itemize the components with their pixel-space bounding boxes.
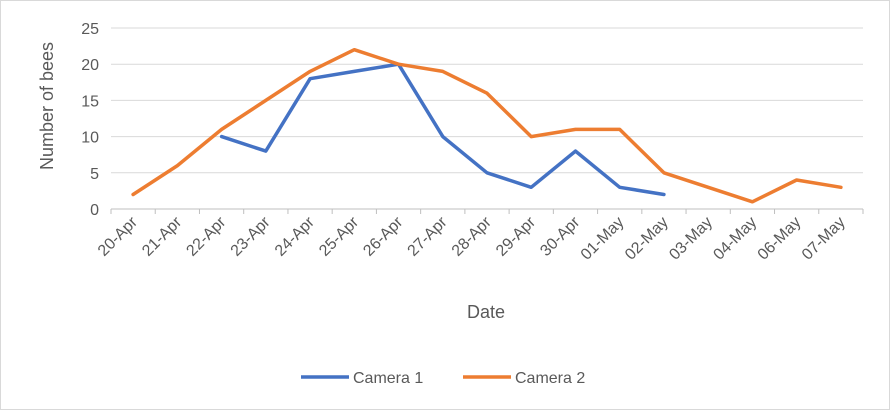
x-tick-label: 20-Apr: [95, 213, 141, 259]
x-tick-label: 04-May: [710, 214, 760, 264]
x-axis-title: Date: [467, 302, 505, 322]
x-tick-label: 29-Apr: [493, 213, 539, 259]
y-tick-label: 15: [81, 93, 99, 110]
series-lines: [131, 47, 843, 204]
y-tick-label: 20: [81, 57, 99, 74]
x-tick-labels: 20-Apr21-Apr22-Apr23-Apr24-Apr25-Apr26-A…: [95, 213, 849, 263]
y-tick-label: 0: [90, 202, 99, 219]
y-tick-label: 10: [81, 130, 99, 147]
y-tick-labels: 0 5 10 15 20 25: [81, 21, 99, 219]
x-axis: [110, 208, 864, 214]
x-tick-label: 25-Apr: [316, 213, 362, 259]
x-tick-label: 01-May: [578, 214, 628, 264]
series-line-2: [131, 47, 843, 204]
legend-label: Camera 2: [515, 370, 585, 387]
series-line-1: [219, 62, 666, 197]
x-tick-label: 22-Apr: [183, 213, 229, 259]
x-tick-label: 24-Apr: [272, 213, 318, 259]
x-tick-label: 23-Apr: [228, 213, 274, 259]
y-tick-label: 25: [81, 21, 99, 38]
x-tick-label: 27-Apr: [405, 213, 451, 259]
gridlines: [111, 27, 863, 174]
x-tick-label: 26-Apr: [360, 213, 406, 259]
y-axis-title: Number of bees: [37, 42, 57, 170]
x-tick-label: 21-Apr: [139, 213, 185, 259]
x-tick-label: 30-Apr: [537, 213, 583, 259]
y-tick-label: 5: [90, 166, 99, 183]
legend: Camera 1 Camera 2: [301, 370, 585, 387]
x-tick-label: 03-May: [666, 214, 716, 264]
x-tick-label: 07-May: [799, 214, 849, 264]
x-tick-label: 02-May: [622, 214, 672, 264]
legend-label: Camera 1: [353, 370, 423, 387]
x-tick-label: 06-May: [755, 214, 805, 264]
x-tick-label: 28-Apr: [449, 213, 495, 259]
